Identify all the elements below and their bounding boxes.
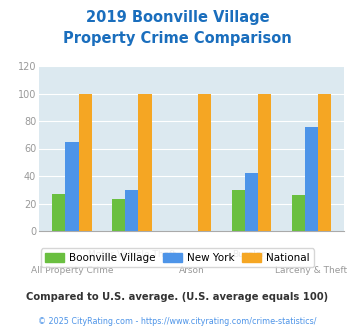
Bar [138,93,152,231]
Bar [78,93,92,231]
Bar [232,190,245,231]
Bar [318,93,331,231]
Bar [305,126,318,231]
Text: 2019 Boonville Village: 2019 Boonville Village [86,10,269,25]
Text: © 2025 CityRating.com - https://www.cityrating.com/crime-statistics/: © 2025 CityRating.com - https://www.city… [38,317,317,326]
Text: Property Crime Comparison: Property Crime Comparison [63,31,292,46]
Bar [52,194,65,231]
Bar [65,142,78,231]
Text: Larceny & Theft: Larceny & Theft [275,266,348,275]
Text: All Property Crime: All Property Crime [31,266,113,275]
Bar [258,93,271,231]
Text: Motor Vehicle Theft: Motor Vehicle Theft [88,250,176,259]
Text: Burglary: Burglary [232,250,271,259]
Bar [292,195,305,231]
Bar [198,93,212,231]
Bar [125,190,138,231]
Text: Arson: Arson [179,266,204,275]
Legend: Boonville Village, New York, National: Boonville Village, New York, National [41,248,314,267]
Text: Compared to U.S. average. (U.S. average equals 100): Compared to U.S. average. (U.S. average … [26,292,329,302]
Bar [112,199,125,231]
Bar [245,173,258,231]
